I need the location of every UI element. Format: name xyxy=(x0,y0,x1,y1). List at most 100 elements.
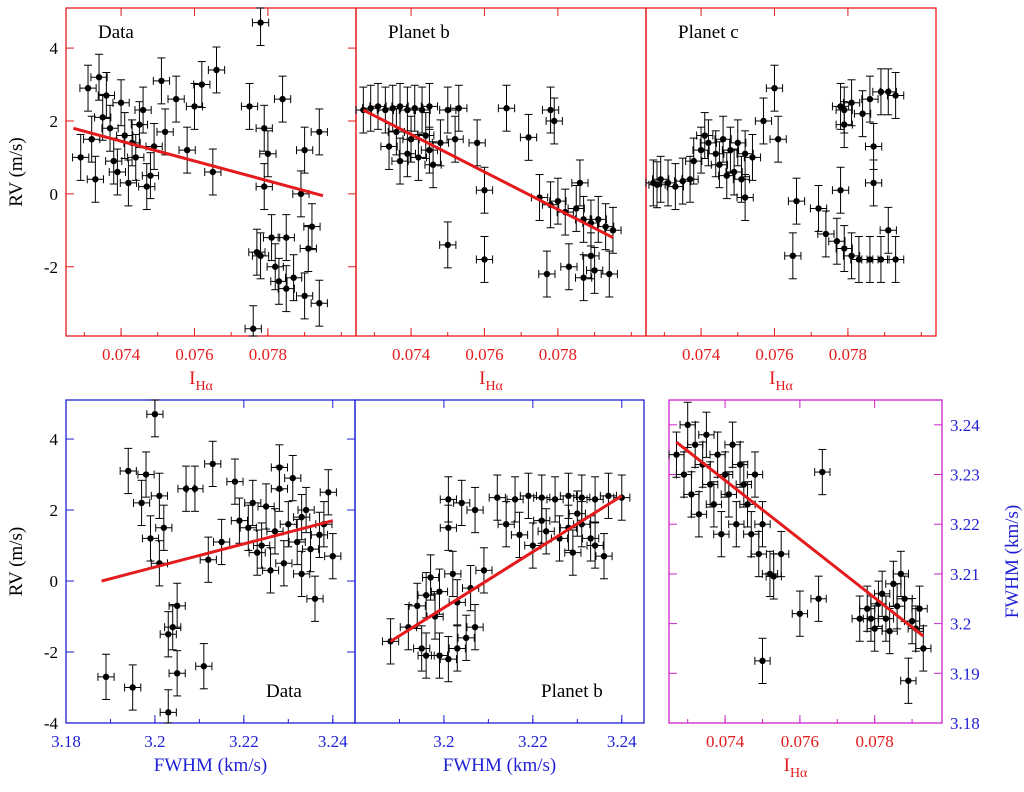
x-tick-label: 3.18 xyxy=(51,732,81,751)
point-marker xyxy=(480,567,488,574)
point-marker xyxy=(819,468,826,476)
point-marker xyxy=(297,190,305,198)
point-marker xyxy=(736,461,744,468)
point-marker xyxy=(422,592,430,599)
point-marker xyxy=(418,106,426,114)
point-marker xyxy=(595,216,602,223)
point-marker xyxy=(733,521,740,528)
point-marker xyxy=(279,95,286,103)
x-tick-label: 0.076 xyxy=(755,345,793,364)
data-point xyxy=(251,232,270,280)
point-marker xyxy=(396,157,404,165)
data-point xyxy=(582,232,600,280)
point-marker xyxy=(793,197,800,205)
point-marker xyxy=(84,84,92,92)
point-marker xyxy=(870,143,877,150)
point-marker xyxy=(738,176,745,183)
point-marker xyxy=(298,570,305,578)
point-marker xyxy=(653,181,661,188)
point-marker xyxy=(316,531,323,539)
point-marker xyxy=(841,245,848,252)
x-axis-label: IHα xyxy=(189,368,213,394)
data-point xyxy=(424,141,442,189)
data-point xyxy=(466,486,484,534)
data-point xyxy=(835,225,853,272)
data-point xyxy=(720,471,737,518)
point-marker xyxy=(841,121,848,128)
data-point xyxy=(130,101,149,149)
point-marker xyxy=(455,105,462,112)
data-point xyxy=(595,533,613,580)
data-point xyxy=(692,126,710,174)
point-marker xyxy=(866,256,874,263)
data-point xyxy=(127,133,145,181)
data-point xyxy=(413,625,431,672)
point-marker xyxy=(591,542,599,549)
y-tick-label: 3.22 xyxy=(950,515,980,534)
data-point xyxy=(138,163,156,211)
y-tick-label: 3.18 xyxy=(950,714,980,733)
point-marker xyxy=(867,615,875,622)
data-point xyxy=(155,504,173,551)
point-marker xyxy=(565,492,572,500)
point-marker xyxy=(719,136,727,143)
point-marker xyxy=(856,615,863,622)
point-marker xyxy=(703,431,710,438)
data-point xyxy=(574,254,593,302)
data-point xyxy=(842,79,861,127)
data-point xyxy=(769,115,787,163)
point-marker xyxy=(103,92,110,99)
x-tick-label: 3.2 xyxy=(144,732,165,751)
point-marker xyxy=(569,549,577,556)
data-point xyxy=(301,525,320,573)
data-point xyxy=(597,203,615,251)
panel-label: Data xyxy=(98,22,134,43)
y-tick-label: -2 xyxy=(44,258,58,277)
data-point xyxy=(119,159,138,207)
panel-top-data: 0.074 0.076 0.078 -2 0 2 4 IHα RV (m/s) Data xyxy=(6,7,357,394)
data-point xyxy=(754,97,773,145)
data-point xyxy=(446,115,464,163)
point-marker xyxy=(771,84,778,92)
y-axis-label: RV (m/s) xyxy=(6,137,27,206)
x-tick-label: 0.076 xyxy=(465,345,503,364)
data-point xyxy=(251,7,270,47)
data-point xyxy=(743,511,760,558)
point-marker xyxy=(151,410,159,418)
data-point xyxy=(199,536,217,583)
data-point xyxy=(152,57,171,105)
point-marker xyxy=(886,627,893,635)
point-marker xyxy=(283,234,290,241)
data-point xyxy=(159,689,177,724)
point-marker xyxy=(246,103,253,110)
data-point xyxy=(240,82,259,130)
data-point xyxy=(652,155,670,203)
point-marker xyxy=(551,117,558,125)
data-point xyxy=(497,84,516,132)
data-point xyxy=(391,82,409,130)
point-marker xyxy=(547,106,554,114)
data-point xyxy=(439,504,457,551)
point-marker xyxy=(822,230,830,238)
data-point xyxy=(156,108,174,156)
data-point xyxy=(668,431,685,478)
data-point xyxy=(284,454,302,502)
point-marker xyxy=(393,128,400,136)
point-marker xyxy=(716,161,723,168)
point-marker xyxy=(755,550,762,558)
point-marker xyxy=(741,194,749,201)
y-tick-label: 4 xyxy=(50,430,59,449)
panel-frame xyxy=(645,7,937,337)
x-tick-label: 3.24 xyxy=(318,732,348,751)
point-marker xyxy=(605,492,612,500)
data-point xyxy=(861,236,879,283)
point-marker xyxy=(117,99,125,106)
panel-label: Planet c xyxy=(678,22,739,43)
point-marker xyxy=(253,549,261,556)
point-marker xyxy=(837,187,844,194)
data-point xyxy=(226,458,244,505)
point-marker xyxy=(88,136,95,143)
data-point xyxy=(275,540,293,587)
data-point xyxy=(887,236,905,283)
point-marker xyxy=(502,521,510,528)
